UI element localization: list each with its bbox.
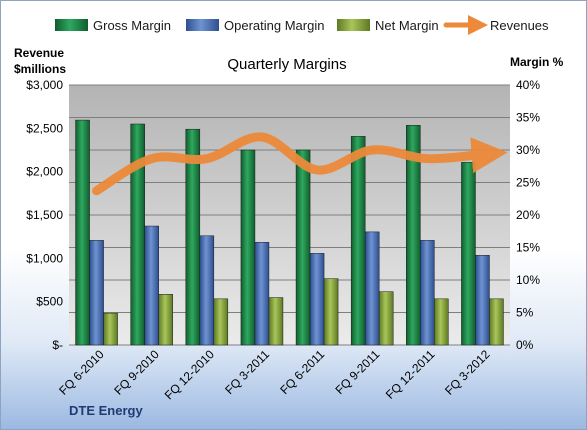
gross-margin-bar	[75, 119, 90, 346]
left-axis-tick-label: $3,000	[26, 78, 63, 92]
x-axis-tick-label: FQ 9-2010	[111, 347, 162, 398]
left-axis-tick-label: $-	[52, 338, 63, 352]
legend-label-operating-margin: Operating Margin	[224, 18, 324, 33]
revenues-line	[92, 132, 508, 196]
gross-margin-bar	[295, 149, 311, 346]
operating-margin-bar	[89, 240, 104, 346]
operating-margin-bar	[364, 231, 380, 346]
left-axis-tick-label: $1,000	[26, 251, 63, 265]
legend: Gross Margin Operating Margin Net Margin…	[55, 15, 549, 35]
net-margin-bar	[213, 298, 229, 346]
gross-margin-bar	[406, 125, 421, 346]
left-axis-ticks: $- $500 $1,000 $1,500 $2,000 $2,500 $3,000	[26, 78, 63, 352]
right-axis-tick-label: 35%	[516, 111, 540, 125]
operating-margin-bar	[254, 242, 270, 346]
right-axis-tick-label: 25%	[516, 176, 540, 190]
legend-swatch-net-margin	[337, 19, 370, 31]
legend-label-net-margin: Net Margin	[375, 18, 439, 33]
net-margin-bar	[158, 294, 173, 346]
left-axis-tick-label: $2,500	[26, 121, 63, 135]
right-axis-tick-label: 20%	[516, 208, 540, 222]
right-axis-ticks: 0% 5% 10% 15% 20% 25% 30% 35% 40%	[516, 78, 540, 352]
left-axis-title-line-1: Revenue	[14, 46, 64, 60]
x-axis-tick-label: FQ 3-2011	[222, 347, 272, 397]
x-axis-tick-label: FQ 12-2011	[383, 347, 438, 402]
chart-title: Quarterly Margins	[227, 56, 346, 73]
x-axis-tick-label: FQ 9-2011	[332, 347, 382, 397]
net-margin-bar	[103, 312, 118, 346]
left-axis-tick-label: $500	[36, 295, 63, 309]
revenues-line-layer	[92, 132, 508, 196]
company-name: DTE Energy	[69, 403, 143, 418]
right-axis-tick-label: 10%	[516, 273, 540, 287]
net-margin-bar	[489, 298, 504, 346]
gross-margin-bar	[461, 162, 476, 346]
operating-margin-bar	[420, 240, 435, 346]
right-axis-tick-label: 30%	[516, 143, 540, 157]
right-axis-tick-label: 0%	[516, 338, 534, 352]
net-margin-bar	[323, 278, 339, 346]
right-axis-tick-label: 15%	[516, 241, 540, 255]
legend-swatch-operating-margin	[186, 19, 219, 31]
operating-margin-bar	[475, 255, 490, 346]
net-margin-bar	[434, 298, 449, 346]
operating-margin-bar	[199, 235, 215, 346]
operating-margin-bar	[144, 225, 159, 346]
right-axis-tick-label: 40%	[516, 78, 540, 92]
gross-margin-bar	[240, 149, 256, 346]
left-axis-tick-label: $2,000	[26, 165, 63, 179]
x-axis-tick-label: FQ 3-2012	[442, 347, 493, 398]
bars-layer	[75, 119, 504, 346]
right-axis-tick-label: 5%	[516, 306, 534, 320]
gross-margin-bar	[130, 123, 145, 346]
left-axis-tick-label: $1,500	[26, 208, 63, 222]
net-margin-bar	[268, 297, 284, 346]
x-axis-tick-label: FQ 6-2011	[277, 347, 327, 397]
legend-swatch-gross-margin	[55, 19, 88, 31]
gross-margin-bar	[350, 136, 366, 346]
x-axis-ticks: FQ 6-2010 FQ 9-2010 FQ 12-2010 FQ 3-2011 FQ …	[56, 347, 493, 402]
right-axis-title: Margin %	[510, 55, 564, 69]
left-axis-title-line-2: $millions	[14, 62, 66, 76]
operating-margin-bar	[309, 253, 325, 346]
net-margin-bar	[378, 291, 394, 346]
legend-label-revenues: Revenues	[490, 18, 549, 33]
x-axis-tick-label: FQ 12-2010	[162, 347, 217, 402]
legend-label-gross-margin: Gross Margin	[93, 18, 171, 33]
x-axis-tick-label: FQ 6-2010	[56, 347, 107, 398]
